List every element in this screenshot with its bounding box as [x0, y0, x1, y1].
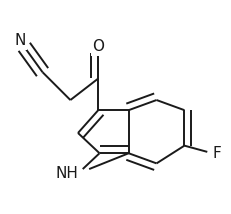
Text: O: O — [92, 39, 104, 54]
Text: F: F — [211, 146, 220, 161]
Text: N: N — [14, 33, 25, 48]
Text: NH: NH — [55, 166, 78, 181]
